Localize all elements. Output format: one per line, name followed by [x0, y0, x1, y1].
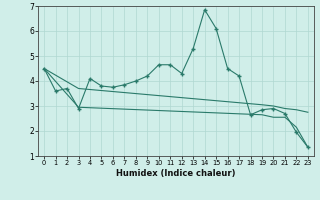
- X-axis label: Humidex (Indice chaleur): Humidex (Indice chaleur): [116, 169, 236, 178]
